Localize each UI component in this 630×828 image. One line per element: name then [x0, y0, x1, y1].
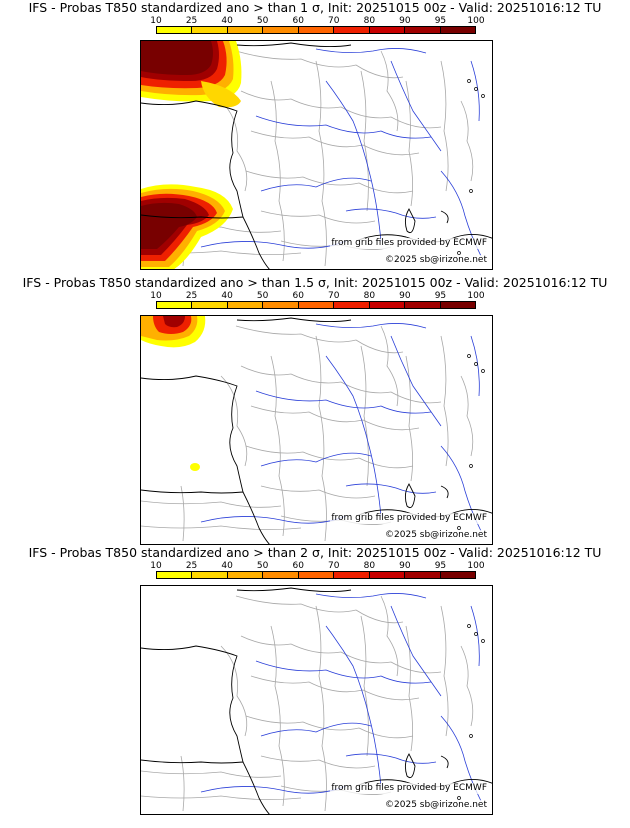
legend-tick-label: 25: [185, 291, 198, 301]
scale-cell: [298, 302, 335, 308]
color-scale: [156, 571, 476, 579]
scale-cell: [298, 27, 335, 33]
legend-tick-label: 50: [256, 16, 269, 26]
legend-tick-label: 40: [221, 561, 233, 571]
scale-cell: [334, 302, 370, 308]
legend-ticks: 10 25 40 50 60 70 80 90 95 100: [150, 561, 484, 571]
land-borders: [141, 323, 482, 542]
probability-shading: [141, 316, 206, 471]
legend-tick-label: 60: [292, 291, 304, 301]
copyright-note: ©2025 sb@irizone.net: [384, 800, 488, 811]
legend-tick-label: 50: [256, 291, 269, 301]
coastline-overlay: [141, 317, 492, 544]
scale-cell: [157, 27, 193, 33]
legend-tick-label: 100: [467, 291, 485, 301]
probability-map: from grib files provided by ECMWF ©2025 …: [140, 315, 493, 545]
legend-tick-label: 50: [256, 561, 269, 571]
legend-tick-label: 10: [150, 16, 162, 26]
copyright-note: ©2025 sb@irizone.net: [384, 255, 488, 266]
color-scale: [156, 301, 476, 309]
probability-map: from grib files provided by ECMWF ©2025 …: [140, 40, 493, 270]
map-panel-3: IFS - Probas T850 standardized ano > tha…: [0, 545, 630, 819]
scale-cell: [440, 572, 475, 578]
legend-tick-label: 60: [292, 561, 304, 571]
scale-cell: [298, 572, 335, 578]
legend-tick-label: 10: [150, 291, 162, 301]
scale-cell: [369, 302, 406, 308]
scale-cell: [405, 27, 441, 33]
legend-ticks: 10 25 40 50 60 70 80 90 95 100: [150, 16, 484, 26]
scale-cell: [157, 302, 193, 308]
scale-cell: [369, 27, 406, 33]
scale-cell: [192, 572, 228, 578]
legend-tick-label: 100: [467, 561, 485, 571]
scale-cell: [227, 572, 264, 578]
scale-cell: [405, 302, 441, 308]
scale-cell: [227, 27, 264, 33]
scale-cell: [263, 27, 299, 33]
legend-tick-label: 70: [328, 561, 340, 571]
legend-tick-label: 60: [292, 16, 304, 26]
land-borders: [141, 593, 482, 812]
legend-tick-label: 90: [399, 291, 411, 301]
scale-cell: [192, 27, 228, 33]
legend-tick-label: 95: [434, 561, 447, 571]
legend-tick-label: 80: [363, 16, 376, 26]
legend-tick-label: 70: [328, 291, 340, 301]
legend-tick-label: 95: [434, 291, 447, 301]
scale-cell: [157, 572, 193, 578]
scale-cell: [369, 572, 406, 578]
legend-tick-label: 90: [399, 16, 411, 26]
scale-cell: [263, 572, 299, 578]
legend-tick-label: 10: [150, 561, 162, 571]
scale-cell: [192, 302, 228, 308]
legend-tick-label: 90: [399, 561, 411, 571]
scale-cell: [440, 27, 475, 33]
legend-tick-label: 40: [221, 291, 233, 301]
map-panel-1: IFS - Probas T850 standardized ano > tha…: [0, 0, 630, 274]
data-credit: from grib files provided by ECMWF: [330, 238, 488, 249]
legend-tick-label: 25: [185, 561, 198, 571]
data-credit: from grib files provided by ECMWF: [330, 513, 488, 524]
legend-ticks: 10 25 40 50 60 70 80 90 95 100: [150, 291, 484, 301]
legend-tick-label: 80: [363, 561, 376, 571]
coastline-overlay: [141, 587, 492, 814]
legend-tick-label: 25: [185, 16, 198, 26]
legend-tick-label: 70: [328, 16, 340, 26]
probability-map: from grib files provided by ECMWF ©2025 …: [140, 585, 493, 815]
scale-cell: [263, 302, 299, 308]
legend-tick-label: 100: [467, 16, 485, 26]
copyright-note: ©2025 sb@irizone.net: [384, 530, 488, 541]
legend-tick-label: 80: [363, 291, 376, 301]
legend-tick-label: 95: [434, 16, 447, 26]
map-panel-2: IFS - Probas T850 standardized ano > tha…: [0, 275, 630, 549]
scale-cell: [334, 27, 370, 33]
legend-tick-label: 40: [221, 16, 233, 26]
panel-title: IFS - Probas T850 standardized ano > tha…: [28, 545, 602, 560]
panel-title: IFS - Probas T850 standardized ano > tha…: [28, 0, 602, 15]
scale-cell: [440, 302, 475, 308]
probability-shading: [141, 41, 242, 269]
scale-cell: [227, 302, 264, 308]
color-scale: [156, 26, 476, 34]
panel-title: IFS - Probas T850 standardized ano > tha…: [22, 275, 608, 290]
scale-cell: [334, 572, 370, 578]
scale-cell: [405, 572, 441, 578]
data-credit: from grib files provided by ECMWF: [330, 783, 488, 794]
land-borders: [141, 48, 482, 267]
